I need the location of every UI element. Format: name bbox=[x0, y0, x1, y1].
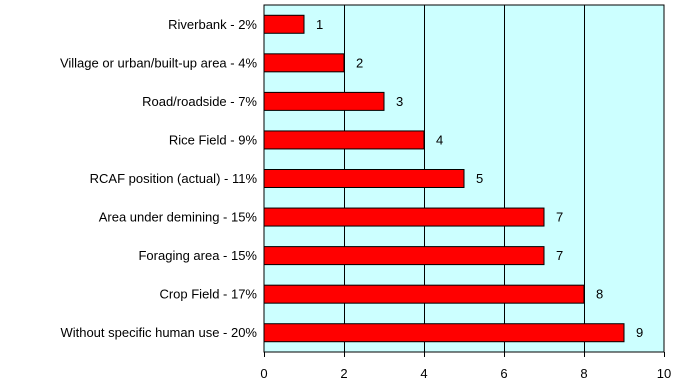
x-tick-label-0: 0 bbox=[260, 366, 267, 381]
bar-3 bbox=[263, 91, 385, 111]
category-label-3: Road/roadside - 7% bbox=[142, 94, 257, 109]
category-label-2: Village or urban/built-up area - 4% bbox=[60, 55, 257, 70]
bar-4 bbox=[263, 130, 425, 150]
category-labels: Riverbank - 2% Village or urban/built-up … bbox=[60, 17, 257, 340]
bar-5 bbox=[263, 169, 465, 188]
value-label-4: 4 bbox=[436, 132, 443, 147]
value-label-9: 9 bbox=[636, 325, 643, 340]
bar-7 bbox=[263, 246, 545, 266]
value-label-6: 7 bbox=[556, 210, 563, 225]
plot-frame bbox=[263, 4, 665, 353]
x-tick-label-8: 8 bbox=[580, 366, 587, 381]
value-labels: 1 2 3 4 5 7 7 8 9 bbox=[316, 17, 643, 340]
value-label-1: 1 bbox=[316, 17, 323, 32]
bars bbox=[263, 14, 625, 343]
bar-9 bbox=[263, 323, 625, 343]
category-label-9: Without specific human use - 20% bbox=[60, 325, 257, 340]
x-axis: 0 2 4 6 8 10 bbox=[260, 352, 671, 381]
x-tick-label-10: 10 bbox=[657, 366, 671, 381]
category-label-1: Riverbank - 2% bbox=[168, 17, 257, 32]
x-tick-label-6: 6 bbox=[500, 366, 507, 381]
bar-6 bbox=[263, 207, 545, 227]
category-label-8: Crop Field - 17% bbox=[159, 287, 257, 302]
category-label-6: Area under demining - 15% bbox=[99, 210, 258, 225]
bar-8 bbox=[263, 284, 585, 304]
value-label-5: 5 bbox=[476, 171, 483, 186]
value-label-7: 7 bbox=[556, 248, 563, 263]
x-tick-label-2: 2 bbox=[340, 366, 347, 381]
value-label-8: 8 bbox=[596, 287, 603, 302]
category-label-5: RCAF position (actual) - 11% bbox=[90, 171, 258, 186]
value-label-2: 2 bbox=[356, 55, 363, 70]
bar-2 bbox=[263, 53, 345, 73]
category-label-7: Foraging area - 15% bbox=[138, 248, 257, 263]
bar-1 bbox=[263, 14, 305, 34]
value-label-3: 3 bbox=[396, 94, 403, 109]
category-label-4: Rice Field - 9% bbox=[169, 132, 258, 147]
x-tick-label-4: 4 bbox=[420, 366, 427, 381]
